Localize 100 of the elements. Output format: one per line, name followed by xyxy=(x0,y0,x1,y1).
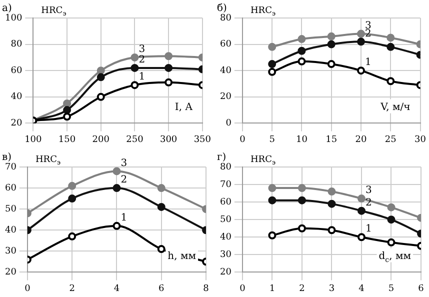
y-tick-label: 80 xyxy=(220,13,232,24)
point xyxy=(298,196,306,204)
point xyxy=(386,77,395,86)
y-tick-label: 80 xyxy=(220,162,232,172)
point xyxy=(357,38,365,46)
point xyxy=(63,99,72,108)
point xyxy=(328,187,336,196)
x-tick-label: 350 xyxy=(194,134,212,145)
point xyxy=(268,42,276,51)
y-tick-label: 40 xyxy=(220,232,232,242)
y-tick-label: 50 xyxy=(220,214,232,224)
x-tick-label: 5 xyxy=(269,134,276,145)
point xyxy=(298,57,306,66)
y-tick-label: 50 xyxy=(5,204,17,214)
y-tick-label: 20 xyxy=(5,267,17,278)
x-tick-label: 1 xyxy=(269,283,276,294)
point xyxy=(298,46,306,55)
x-tick-label: 2 xyxy=(299,283,305,294)
x-tick-label: 150 xyxy=(58,134,76,145)
point xyxy=(112,221,121,230)
x-tick-label: 4 xyxy=(358,283,365,294)
point xyxy=(328,199,336,208)
point xyxy=(268,196,276,204)
y-tick-label: 70 xyxy=(5,162,17,172)
x-tick-label: 0 xyxy=(240,283,246,294)
x-tick-label: 100 xyxy=(24,134,42,145)
point xyxy=(387,238,396,246)
point xyxy=(268,230,276,239)
point xyxy=(164,64,173,72)
x-tick-label: 10 xyxy=(296,134,308,145)
point xyxy=(63,112,72,121)
point xyxy=(298,224,306,232)
y-tick-label: 20 xyxy=(10,118,22,129)
x-tick-label: 25 xyxy=(384,134,397,145)
y-tick-label: 40 xyxy=(220,66,232,76)
x-tick-label: 300 xyxy=(160,134,178,145)
x-tick-label: 8 xyxy=(203,283,210,294)
y-tick-label: 20 xyxy=(220,92,232,102)
y-tick-label: 60 xyxy=(10,66,22,76)
x-axis-title: h, мм xyxy=(168,250,196,262)
x-tick-label: 20 xyxy=(355,134,367,145)
point xyxy=(387,202,396,211)
point xyxy=(112,184,121,192)
series-label: 2 xyxy=(365,28,372,40)
x-tick-label: 4 xyxy=(114,283,120,294)
point xyxy=(68,194,76,202)
series-label: 2 xyxy=(138,54,146,66)
point xyxy=(357,194,366,202)
point xyxy=(164,52,173,60)
point xyxy=(357,66,365,75)
y-tick-label: 30 xyxy=(220,250,232,260)
x-tick-label: 0 xyxy=(240,134,246,145)
point xyxy=(327,60,336,68)
point xyxy=(130,81,139,90)
point xyxy=(357,232,366,241)
point xyxy=(268,68,276,76)
point xyxy=(357,206,366,214)
point xyxy=(298,35,306,44)
chart-title: б) xyxy=(217,3,228,14)
x-tick-label: 250 xyxy=(126,134,144,145)
y-tick-label: 30 xyxy=(5,246,17,256)
series-label: 1 xyxy=(365,57,372,68)
x-axis-title: V, м/ч xyxy=(380,102,411,114)
y-tick-label: 60 xyxy=(220,40,232,50)
point xyxy=(112,166,121,175)
x-tick-label: 0 xyxy=(24,283,31,294)
series-label: 3 xyxy=(120,157,128,168)
x-tick-label: 5 xyxy=(388,283,394,294)
y-tick-label: 70 xyxy=(220,179,232,190)
x-tick-label: 30 xyxy=(414,134,426,145)
point xyxy=(96,73,105,82)
y-tick-label: 60 xyxy=(220,196,232,207)
point xyxy=(96,66,105,75)
x-tick-label: 2 xyxy=(69,283,75,294)
point xyxy=(68,181,76,190)
point xyxy=(298,184,306,192)
point xyxy=(268,184,276,192)
x-tick-label: 3 xyxy=(328,283,335,294)
series-label: 1 xyxy=(365,223,372,234)
point xyxy=(164,78,173,86)
point xyxy=(68,232,76,240)
x-tick-label: 200 xyxy=(92,134,110,145)
x-tick-label: 15 xyxy=(326,134,338,145)
x-axis-title: I, A xyxy=(174,102,194,114)
point xyxy=(386,42,395,51)
point xyxy=(157,202,166,210)
point xyxy=(96,92,105,101)
point xyxy=(327,32,336,40)
point xyxy=(130,53,139,62)
y-tick-label: 40 xyxy=(10,92,22,102)
point xyxy=(327,40,336,48)
y-tick-label: 80 xyxy=(10,40,22,50)
series-label: 3 xyxy=(365,184,372,196)
point xyxy=(387,215,396,224)
point xyxy=(157,244,166,253)
point xyxy=(268,60,276,68)
y-tick-label: 60 xyxy=(5,182,17,193)
point xyxy=(386,34,395,42)
chart-title: г) xyxy=(217,152,226,162)
chart-title: в) xyxy=(2,152,12,162)
